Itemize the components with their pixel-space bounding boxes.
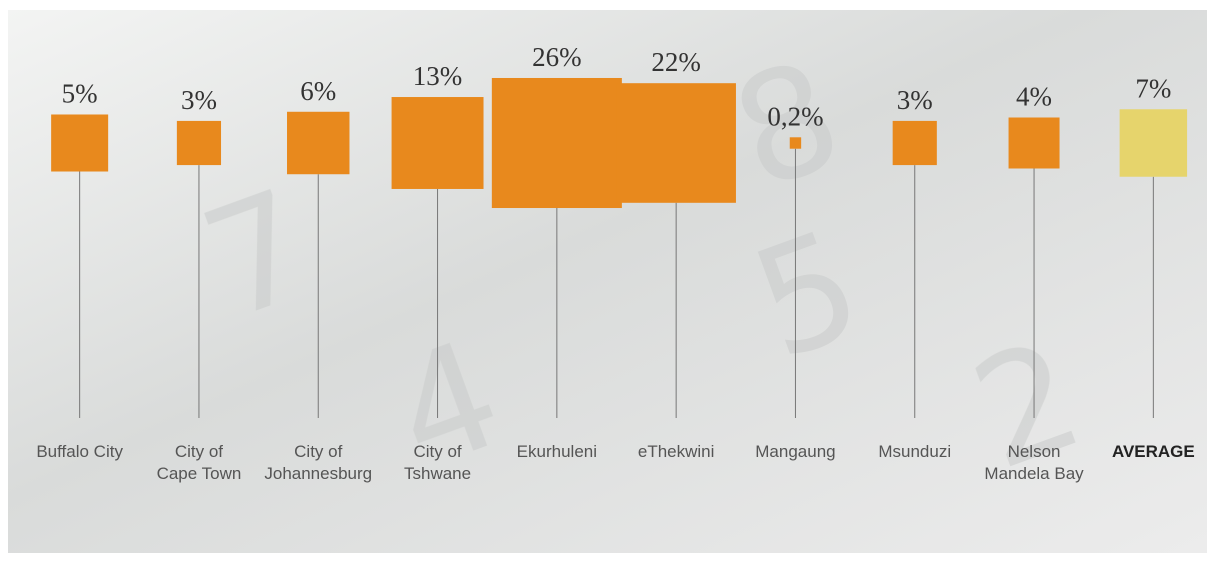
value-label: 13% bbox=[413, 61, 463, 91]
category-label: Msunduzi bbox=[878, 442, 951, 461]
square bbox=[790, 137, 801, 148]
square bbox=[287, 112, 349, 174]
value-label: 26% bbox=[532, 42, 582, 72]
page: {"chart_data": {"type": "square", "categ… bbox=[0, 0, 1215, 563]
category-label: eThekwini bbox=[638, 442, 715, 461]
value-label: 3% bbox=[897, 85, 933, 115]
value-label: 7% bbox=[1135, 73, 1171, 103]
square bbox=[1009, 118, 1060, 169]
category-label: Buffalo City bbox=[36, 442, 123, 461]
category-label: AVERAGE bbox=[1112, 442, 1195, 461]
category-label: Mangaung bbox=[755, 442, 835, 461]
square bbox=[177, 121, 221, 165]
value-label: 6% bbox=[300, 76, 336, 106]
value-label: 0,2% bbox=[767, 101, 823, 131]
chart: 7 4 5 8 2 5%Buffalo City3%City ofCape To… bbox=[0, 0, 1215, 563]
square bbox=[616, 83, 736, 203]
value-label: 5% bbox=[62, 78, 98, 108]
square bbox=[492, 78, 622, 208]
value-label: 22% bbox=[651, 47, 701, 77]
square bbox=[893, 121, 937, 165]
category-label: Ekurhuleni bbox=[517, 442, 597, 461]
square bbox=[392, 97, 484, 189]
value-label: 3% bbox=[181, 85, 217, 115]
value-label: 4% bbox=[1016, 82, 1052, 112]
square bbox=[51, 114, 108, 171]
square bbox=[1120, 109, 1187, 176]
